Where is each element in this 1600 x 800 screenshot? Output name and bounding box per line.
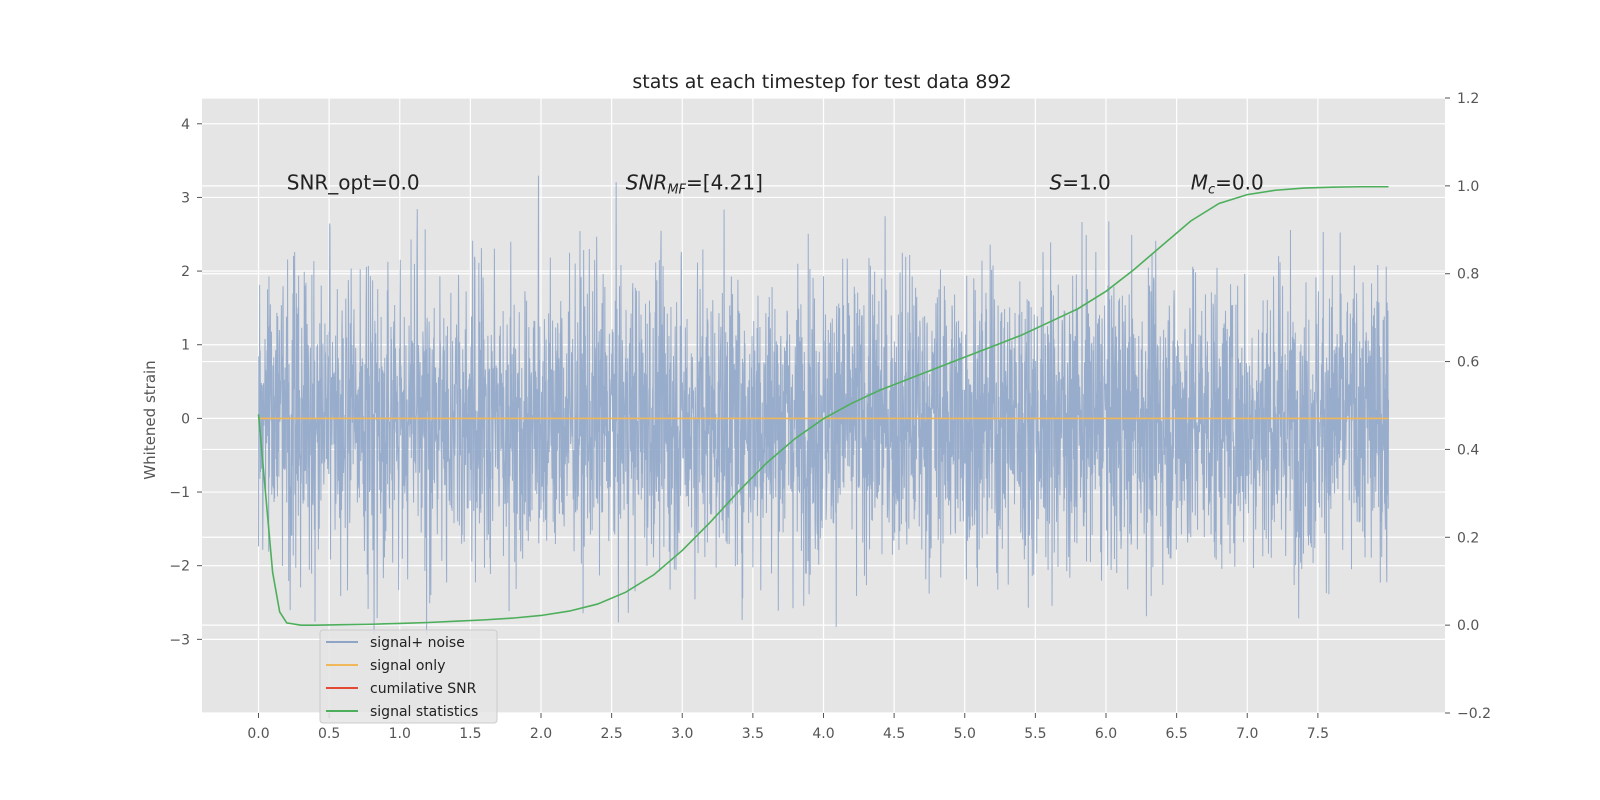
legend-label: signal only	[370, 658, 445, 674]
x-tick-label: 2.0	[530, 726, 552, 742]
x-tick-label: 4.5	[883, 726, 905, 742]
annotation-3: Mc=0.0	[1191, 171, 1264, 198]
y-right-tick-label: 0.6	[1457, 355, 1479, 371]
y-tick-label: −2	[169, 559, 190, 575]
x-tick-label: 6.0	[1095, 726, 1117, 742]
y-right-tick-label: 1.0	[1457, 179, 1479, 195]
legend: signal+ noise signal only cumilative SNR si…	[319, 629, 498, 724]
x-tick-label: 7.5	[1307, 726, 1329, 742]
legend-label: signal statistics	[370, 704, 478, 720]
annotation-0: SNR_opt=0.0	[287, 171, 420, 195]
x-tick-label: 1.5	[459, 726, 481, 742]
y-right-tick-label: 1.2	[1457, 91, 1479, 107]
x-tick-label: 5.5	[1024, 726, 1046, 742]
series-3-line	[257, 185, 1389, 626]
legend-box	[319, 629, 498, 724]
annotations: SNR_opt=0.0 SNRMF=[4.21] S=1.0 Mc=0.0	[287, 171, 1264, 198]
annotation-2: S=1.0	[1050, 171, 1111, 195]
legend-label: signal+ noise	[370, 635, 465, 651]
y-tick-label: 2	[181, 264, 190, 280]
x-tick-label: 2.5	[600, 726, 622, 742]
legend-label: cumilative SNR	[370, 681, 477, 697]
chart-title: stats at each timestep for test data 892	[632, 71, 1011, 93]
y-right-tick-label: −0.2	[1457, 706, 1491, 722]
series-signal-noise-line	[258, 175, 1389, 636]
y-tick-label: 0	[181, 411, 190, 427]
y-right-tick-label: 0.8	[1457, 267, 1479, 283]
y-right-tick-label: 0.2	[1457, 530, 1479, 546]
y-tick-label: 1	[181, 338, 190, 354]
annotation-1: SNRMF=[4.21]	[626, 171, 763, 198]
x-tick-label: 0.5	[318, 726, 340, 742]
x-tick-label: 5.0	[954, 726, 976, 742]
plot-area	[257, 175, 1389, 636]
y-tick-label: 3	[181, 190, 190, 206]
y-right-tick-label: 0.4	[1457, 442, 1479, 458]
x-tick-label: 0.0	[247, 726, 269, 742]
x-tick-label: 4.0	[812, 726, 834, 742]
x-tick-label: 1.0	[389, 726, 411, 742]
y-tick-label: −1	[169, 485, 190, 501]
y-tick-label: −3	[169, 632, 190, 648]
x-tick-label: 7.0	[1236, 726, 1258, 742]
x-tick-label: 3.0	[671, 726, 693, 742]
y-axis-label: Whitened strain	[141, 360, 159, 479]
y-right-tick-label: 0.0	[1457, 618, 1479, 634]
x-tick-label: 6.5	[1165, 726, 1187, 742]
axes: 0.0 0.5 1.0 1.5 2.0 2.5 3.0 3.5 4.0 4.5 5.0 5.5 6.0 6…	[169, 91, 1491, 742]
y-tick-label: 4	[181, 117, 190, 133]
x-tick-label: 3.5	[742, 726, 764, 742]
